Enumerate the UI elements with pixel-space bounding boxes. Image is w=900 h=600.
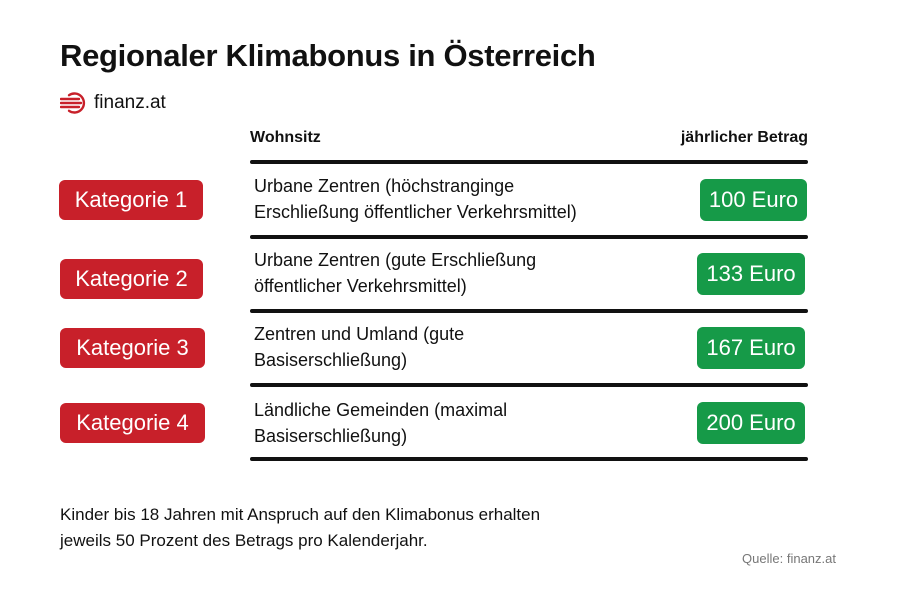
table-rule [250, 383, 808, 387]
amount-badge: 167 Euro [697, 327, 805, 369]
category-badge: Kategorie 2 [60, 259, 203, 299]
page-title: Regionaler Klimabonus in Österreich [60, 38, 596, 73]
brand-name: finanz.at [94, 92, 166, 113]
category-badge: Kategorie 4 [60, 403, 205, 443]
footnote: Kinder bis 18 Jahren mit Anspruch auf de… [60, 502, 660, 554]
category-badge: Kategorie 1 [59, 180, 203, 220]
row-description-line: Erschließung öffentlicher Verkehrsmittel… [254, 202, 577, 222]
category-badge: Kategorie 3 [60, 328, 205, 368]
brand: finanz.at [60, 91, 166, 115]
finanz-logo-icon [60, 91, 88, 115]
table-rule [250, 235, 808, 239]
column-header-betrag: jährlicher Betrag [680, 129, 808, 146]
row-description: Urbane Zentren (gute Erschließung öffent… [254, 247, 654, 299]
row-description-line: Zentren und Umland (gute [254, 324, 465, 344]
amount-badge: 100 Euro [700, 179, 807, 221]
row-description-line: Basiserschließung) [254, 350, 408, 370]
source-credit: Quelle: finanz.at [742, 551, 836, 566]
column-header-wohnsitz: Wohnsitz [250, 129, 321, 146]
table-rule [250, 160, 808, 164]
row-description: Zentren und Umland (gute Basiserschließu… [254, 321, 654, 373]
row-description-line: Urbane Zentren (gute Erschließung [254, 250, 537, 270]
row-description: Urbane Zentren (höchstranginge Erschließ… [254, 173, 654, 225]
amount-badge: 200 Euro [697, 402, 805, 444]
row-description-line: Urbane Zentren (höchstranginge [254, 176, 515, 196]
table-rule [250, 309, 808, 313]
row-description: Ländliche Gemeinden (maximal Basiserschl… [254, 397, 654, 449]
row-description-line: Basiserschließung) [254, 426, 408, 446]
footnote-line: jeweils 50 Prozent des Betrags pro Kalen… [60, 531, 428, 550]
row-description-line: öffentlicher Verkehrsmittel) [254, 276, 467, 296]
table-rule [250, 457, 808, 461]
amount-badge: 133 Euro [697, 253, 805, 295]
row-description-line: Ländliche Gemeinden (maximal [254, 400, 508, 420]
footnote-line: Kinder bis 18 Jahren mit Anspruch auf de… [60, 505, 541, 524]
